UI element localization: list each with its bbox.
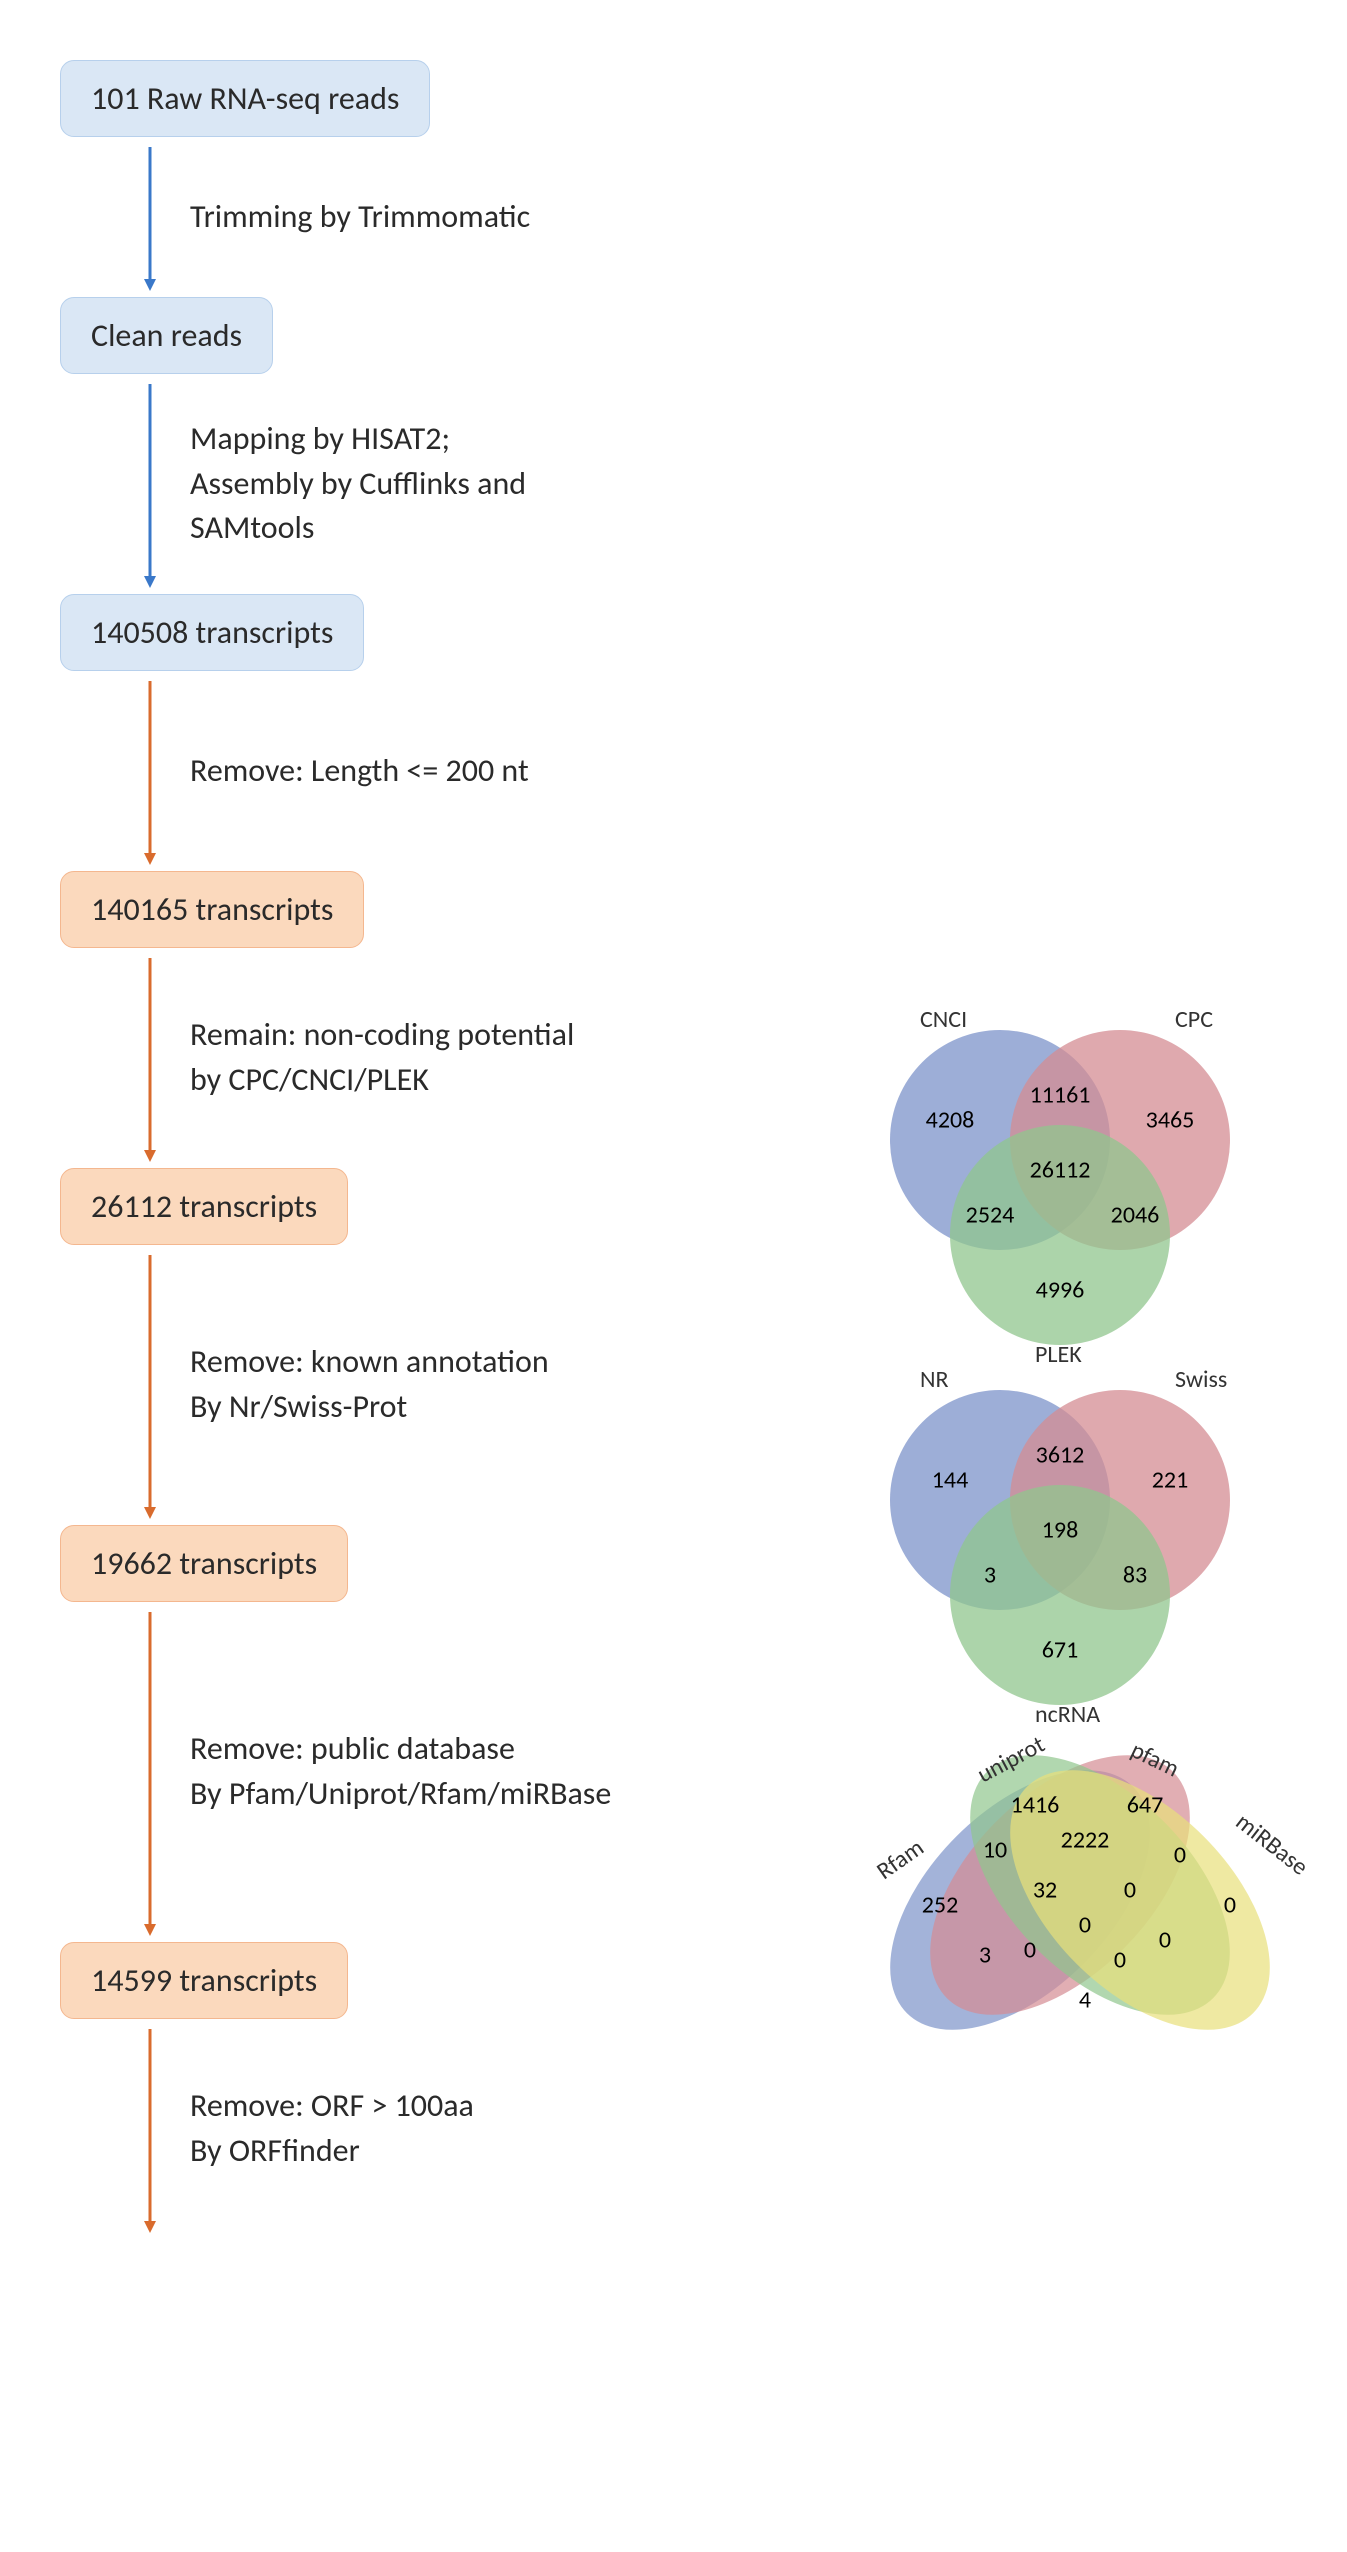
flow-arrow-5: Remove: public databaseBy Pfam/Uniprot/R…: [60, 1602, 620, 1942]
flow-box-1: Clean reads: [60, 297, 273, 374]
venn2-value-ab: 3612: [1036, 1441, 1085, 1470]
venn1-value-ac: 2524: [966, 1201, 1015, 1230]
venn2-value-c: 671: [1042, 1636, 1079, 1665]
arrow-down-icon: [140, 2019, 160, 2239]
venn4-value-d: 0: [1224, 1891, 1236, 1920]
venn1-value-c: 4996: [1036, 1276, 1085, 1305]
venn1-label-c: PLEK: [1035, 1340, 1082, 1369]
venn4-value-bc: 2222: [1061, 1826, 1110, 1855]
venn2-value-a: 144: [932, 1466, 969, 1495]
venn4-value-ab: 10: [983, 1836, 1007, 1865]
venn1-value-ab: 11161: [1030, 1081, 1091, 1110]
arrow-down-icon: [140, 137, 160, 297]
venn4-value-abc: 32: [1033, 1876, 1057, 1905]
venn2-value-b: 221: [1152, 1466, 1189, 1495]
venn1-value-bc: 2046: [1111, 1201, 1160, 1230]
venn4-value-a: 252: [922, 1891, 959, 1920]
venn4-value-ac: 0: [1159, 1926, 1171, 1955]
venn-nr-swiss-ncrna: NRSwissncRNA1442216713612383198: [840, 1370, 1280, 1715]
flow-arrow-1: Mapping by HISAT2;Assembly by Cufflinks …: [60, 374, 620, 594]
venn1-value-abc: 26112: [1030, 1156, 1091, 1185]
flow-arrow-label-1: Mapping by HISAT2;Assembly by Cufflinks …: [160, 417, 620, 551]
arrow-down-icon: [140, 374, 160, 594]
venn-cnci-cpc-plek: CNCICPCPLEK42083465499611161252420462611…: [840, 1010, 1280, 1355]
venn4-value-bd: 4: [1079, 1986, 1091, 2015]
venn1-label-a: CNCI: [920, 1005, 967, 1034]
flow-box-5: 19662 transcripts: [60, 1525, 348, 1602]
venn1-value-b: 3465: [1146, 1106, 1195, 1135]
flow-arrow-label-5: Remove: public databaseBy Pfam/Uniprot/R…: [160, 1727, 611, 1817]
venn1-label-b: CPC: [1175, 1005, 1213, 1034]
arrow-down-icon: [140, 948, 160, 1168]
arrow-down-icon: [140, 1245, 160, 1525]
venn4-icon: [820, 1730, 1320, 2070]
flow-box-4: 26112 transcripts: [60, 1168, 348, 1245]
venn4-value-c: 647: [1127, 1791, 1164, 1820]
venn1-value-a: 4208: [926, 1106, 975, 1135]
flow-arrow-label-4: Remove: known annotationBy Nr/Swiss-Prot: [160, 1340, 549, 1430]
flow-box-2: 140508 transcripts: [60, 594, 364, 671]
arrow-down-icon: [140, 671, 160, 871]
flow-arrow-label-0: Trimming by Trimmomatic: [160, 195, 530, 240]
venn4-value-abd: 0: [1024, 1936, 1036, 1965]
flow-arrow-4: Remove: known annotationBy Nr/Swiss-Prot: [60, 1245, 620, 1525]
venn2-label-c: ncRNA: [1035, 1700, 1100, 1729]
flow-box-6: 14599 transcripts: [60, 1942, 348, 2019]
flow-box-3: 140165 transcripts: [60, 871, 364, 948]
venn4-value-bcd: 0: [1124, 1876, 1136, 1905]
arrow-down-icon: [140, 1602, 160, 1942]
venn2-value-bc: 83: [1123, 1561, 1147, 1590]
flow-arrow-0: Trimming by Trimmomatic: [60, 137, 620, 297]
venn4-value-ad: 3: [979, 1941, 991, 1970]
flowchart: 101 Raw RNA-seq reads Trimming by Trimmom…: [60, 60, 620, 2239]
flow-arrow-3: Remain: non-coding potentialby CPC/CNCI/…: [60, 948, 620, 1168]
venn2-value-abc: 198: [1042, 1516, 1079, 1545]
venn4-value-b: 1416: [1011, 1791, 1060, 1820]
venn-4way: RfamuniprotpfammiRBase252141664701022220…: [820, 1730, 1320, 2075]
venn4-value-acd: 0: [1114, 1946, 1126, 1975]
venn2-label-b: Swiss: [1175, 1365, 1227, 1394]
flow-arrow-label-2: Remove: Length <= 200 nt: [160, 749, 529, 794]
venn2-label-a: NR: [920, 1365, 949, 1394]
flow-arrow-label-6: Remove: ORF > 100aaBy ORFfinder: [160, 2084, 474, 2174]
flow-arrow-label-3: Remain: non-coding potentialby CPC/CNCI/…: [160, 1013, 574, 1103]
venn4-value-abcd: 0: [1079, 1911, 1091, 1940]
flow-arrow-6: Remove: ORF > 100aaBy ORFfinder: [60, 2019, 620, 2239]
venn2-value-ac: 3: [984, 1561, 996, 1590]
flow-arrow-2: Remove: Length <= 200 nt: [60, 671, 620, 871]
venn4-value-cd: 0: [1174, 1841, 1186, 1870]
flow-box-0: 101 Raw RNA-seq reads: [60, 60, 430, 137]
